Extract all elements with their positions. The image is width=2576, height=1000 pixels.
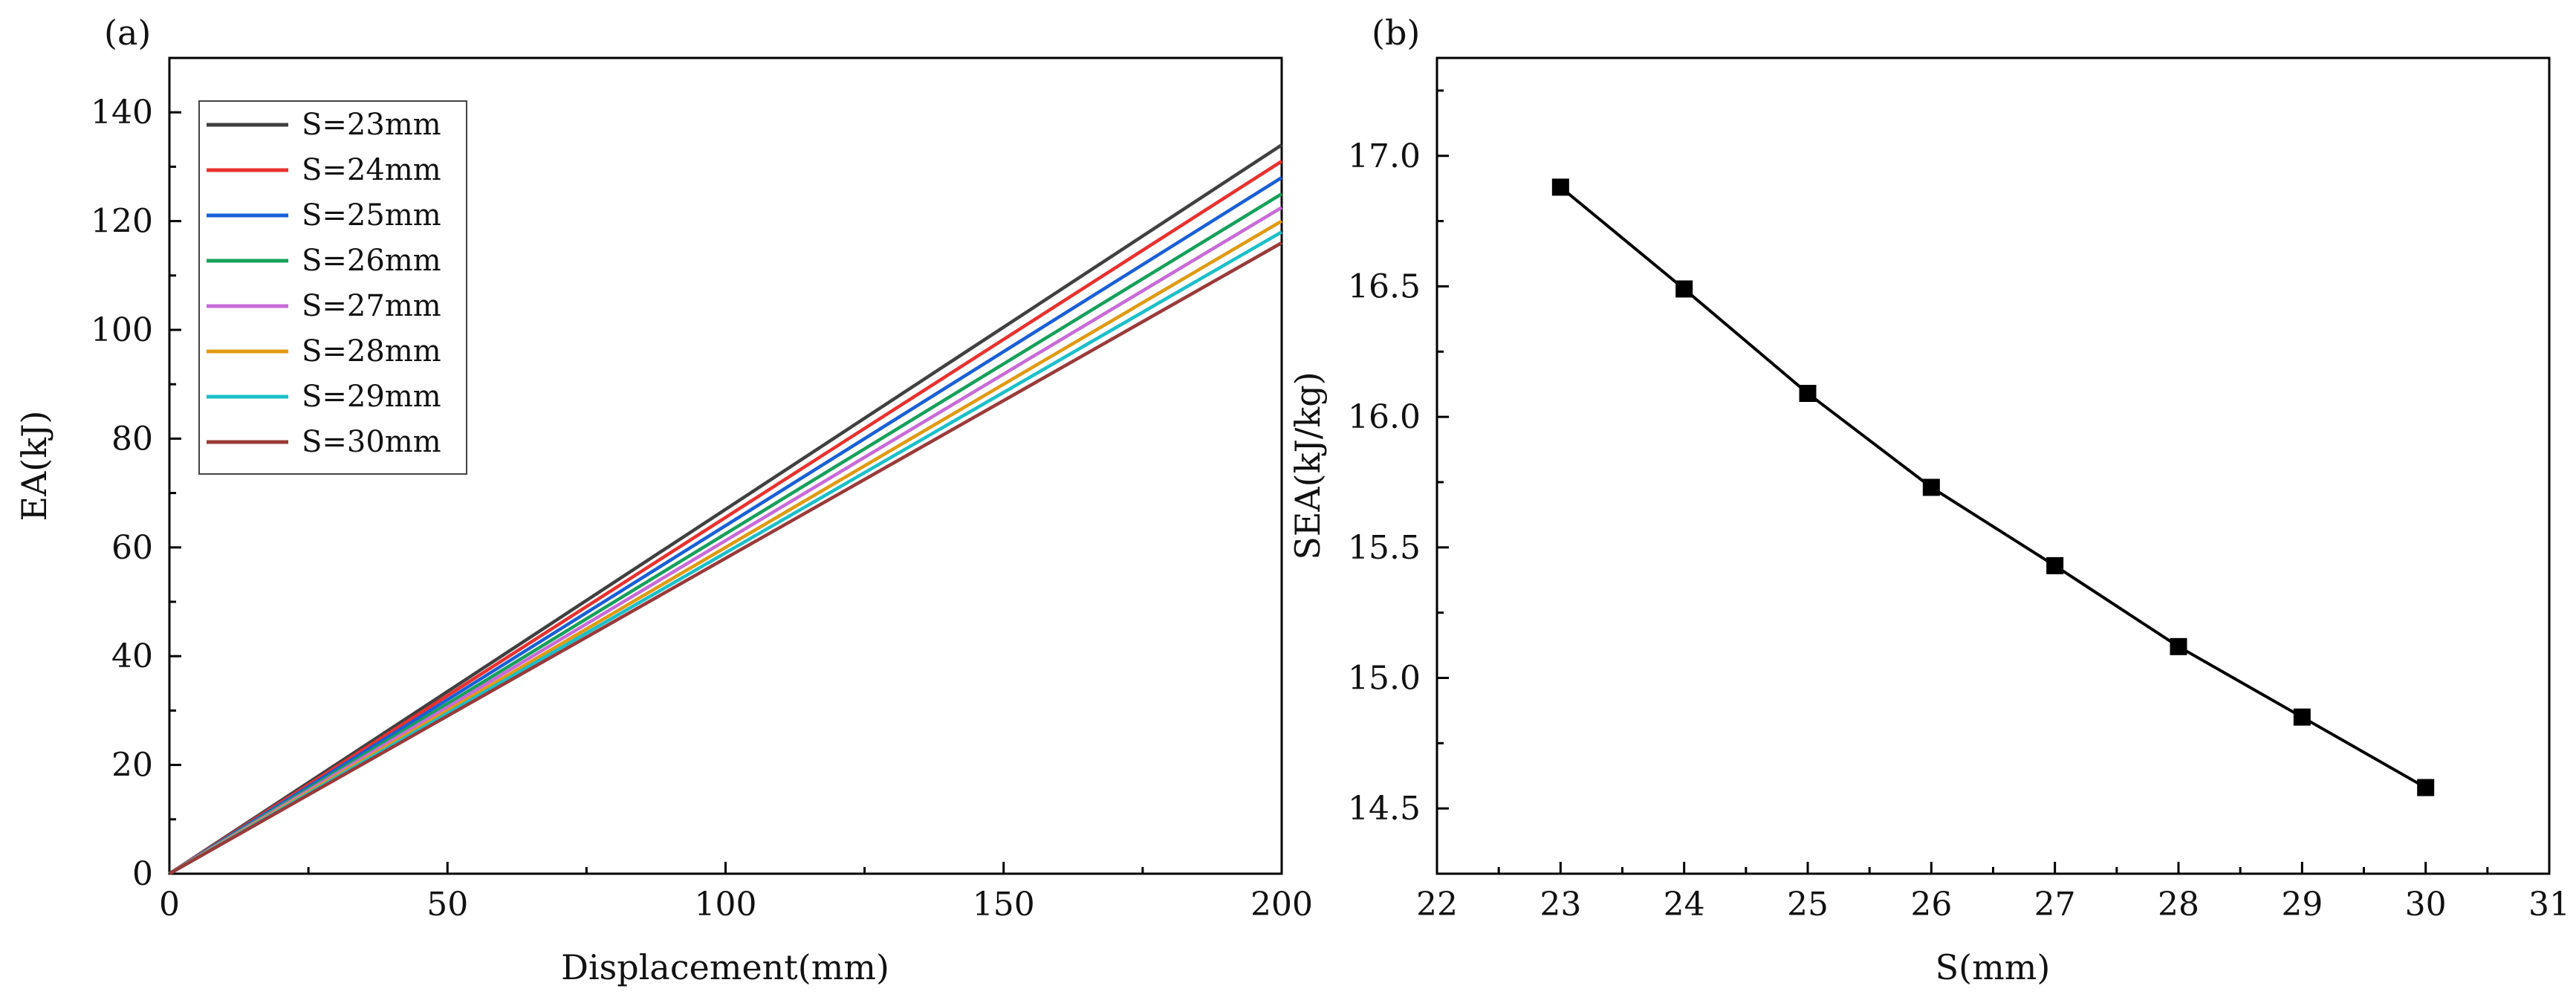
x-axis-title-b: S(mm) xyxy=(1936,947,2051,987)
series-line xyxy=(168,176,1283,875)
x-tick-label-a: 150 xyxy=(973,886,1035,923)
y-tick-label-a: 40 xyxy=(111,637,153,675)
series-line xyxy=(168,192,1283,875)
y-tick-label-a: 20 xyxy=(111,747,153,785)
y-tick-label-b: 16.5 xyxy=(1348,267,1421,305)
x-tick-label-b: 31 xyxy=(2528,886,2570,923)
x-tick-label-b: 28 xyxy=(2158,886,2199,923)
x-tick-label-b: 29 xyxy=(2281,886,2323,923)
x-tick-label-b: 22 xyxy=(1416,886,1458,923)
legend-label: S=30mm xyxy=(302,425,441,459)
data-point-marker xyxy=(2170,637,2187,655)
x-tick-label-b: 27 xyxy=(2034,886,2076,923)
x-axis-title-a: Displacement(mm) xyxy=(561,947,889,987)
data-point-marker xyxy=(2046,556,2064,574)
data-point-marker xyxy=(1551,178,1569,196)
x-tick-label-a: 0 xyxy=(159,886,180,923)
x-tick-label-b: 24 xyxy=(1664,886,1705,923)
y-tick-label-b: 15.0 xyxy=(1348,659,1421,697)
legend-label: S=27mm xyxy=(302,289,441,323)
y-tick-label-a: 140 xyxy=(91,94,153,132)
legend-box xyxy=(198,100,467,475)
data-point-marker xyxy=(2417,779,2435,796)
y-tick-label-a: 0 xyxy=(132,855,153,893)
y-tick-label-a: 60 xyxy=(111,529,153,567)
x-tick-label-b: 26 xyxy=(1910,886,1952,923)
x-tick-label-b: 23 xyxy=(1540,886,1581,923)
legend-label: S=24mm xyxy=(302,153,441,187)
series-line xyxy=(168,143,1283,875)
data-point-marker xyxy=(2293,708,2311,726)
y-tick-label-b: 14.5 xyxy=(1348,790,1421,828)
legend-label: S=26mm xyxy=(302,244,441,278)
plot-area-b xyxy=(1435,56,2551,875)
y-tick-label-a: 80 xyxy=(111,420,153,458)
y-tick-label-a: 100 xyxy=(91,311,153,349)
legend-label: S=25mm xyxy=(302,198,441,233)
legend-label: S=29mm xyxy=(302,380,441,414)
y-tick-label-b: 17.0 xyxy=(1348,137,1421,175)
panel-a-label: (a) xyxy=(104,13,151,53)
x-tick-label-b: 25 xyxy=(1787,886,1829,923)
series-line xyxy=(168,160,1283,875)
y-tick-label-b: 15.5 xyxy=(1348,529,1421,567)
series-line xyxy=(168,241,1283,875)
legend-label: S=23mm xyxy=(302,108,441,142)
y-axis-title-b: SEA(kJ/kg) xyxy=(1288,371,1328,559)
chart-panel-b: (b) 22 23 24 25 26 27 28 29 30 31 14.5 15.0 15.5 16.0… xyxy=(1288,13,2570,987)
y-tick-label-a: 120 xyxy=(91,203,153,241)
x-tick-label-a: 200 xyxy=(1250,886,1313,923)
sea-line xyxy=(1560,186,2427,789)
series-line xyxy=(168,206,1283,875)
data-point-marker xyxy=(1922,478,1940,496)
x-tick-label-b: 30 xyxy=(2405,886,2447,923)
panel-b-label: (b) xyxy=(1372,13,1420,53)
y-axis-title-a: EA(kJ) xyxy=(14,410,54,521)
data-point-marker xyxy=(1799,384,1817,402)
chart-panel-a: (a) 0 50 100 150 200 0 20 40 60 80 100 120 140 S=23m… xyxy=(14,13,1313,987)
x-tick-label-a: 50 xyxy=(426,886,468,923)
x-tick-label-a: 100 xyxy=(695,886,757,923)
y-tick-label-b: 16.0 xyxy=(1348,398,1421,436)
data-point-marker xyxy=(1675,280,1693,298)
legend-label: S=28mm xyxy=(302,334,441,368)
